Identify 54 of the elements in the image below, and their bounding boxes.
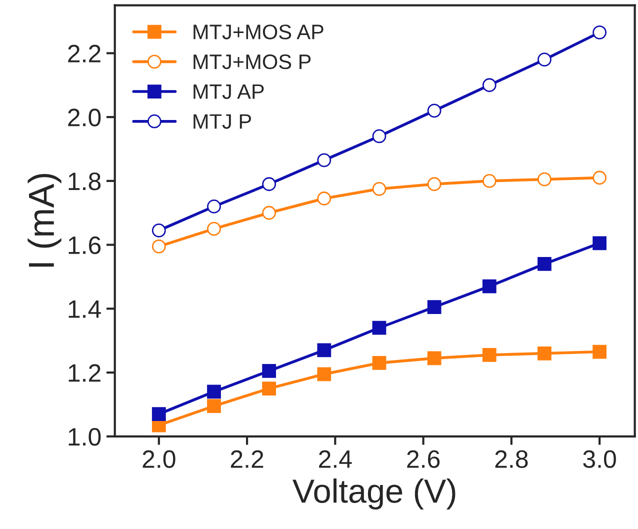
point xyxy=(372,320,386,335)
point xyxy=(372,129,386,144)
y-tick-label: 1.0 xyxy=(68,428,101,446)
y-axis-title: I (mA) xyxy=(28,174,62,267)
point xyxy=(152,223,166,238)
legend-label: MTJ+MOS P xyxy=(194,54,311,70)
point xyxy=(152,407,166,422)
point xyxy=(538,346,552,360)
point xyxy=(427,300,442,314)
point xyxy=(207,222,221,236)
y-tick-label: 1.4 xyxy=(68,300,101,318)
point xyxy=(538,172,552,186)
point xyxy=(427,177,442,192)
point xyxy=(152,239,166,254)
x-tick-label: 2.8 xyxy=(495,450,528,468)
y-tick-label: 1.6 xyxy=(68,236,101,254)
point xyxy=(207,200,221,214)
point xyxy=(592,25,607,40)
point xyxy=(592,344,607,359)
x-tick-label: 3.0 xyxy=(583,450,616,468)
point xyxy=(207,399,221,414)
point xyxy=(372,356,386,370)
point xyxy=(317,192,332,206)
point xyxy=(592,236,607,250)
point xyxy=(482,279,496,294)
y-tick-label: 2.0 xyxy=(68,108,101,126)
point xyxy=(317,343,332,358)
y-tick-label: 1.2 xyxy=(68,364,100,382)
point xyxy=(317,367,332,382)
x-tick-label: 2.6 xyxy=(407,450,440,468)
x-tick-label: 2.0 xyxy=(142,450,176,468)
point xyxy=(317,153,332,168)
y-tick-label: 2.2 xyxy=(68,44,100,62)
x-tick-label: 2.4 xyxy=(319,450,352,468)
legend-label: MTJ AP xyxy=(194,84,264,100)
point xyxy=(592,170,607,185)
y-tick-label: 1.8 xyxy=(68,172,101,190)
point xyxy=(482,78,496,92)
point xyxy=(538,257,552,271)
x-axis-title: Voltage (V) xyxy=(292,478,456,510)
point xyxy=(482,348,496,362)
point xyxy=(207,384,221,399)
point xyxy=(262,206,276,220)
point xyxy=(262,382,276,396)
point xyxy=(538,52,552,67)
x-tick-label: 2.2 xyxy=(230,450,264,468)
point xyxy=(262,364,276,378)
point xyxy=(427,351,442,366)
point xyxy=(262,177,276,192)
legend-label: MTJ P xyxy=(194,114,252,129)
legend-label: MTJ+MOS AP xyxy=(194,24,324,40)
point xyxy=(372,182,386,196)
point xyxy=(427,104,442,118)
point xyxy=(482,174,496,188)
